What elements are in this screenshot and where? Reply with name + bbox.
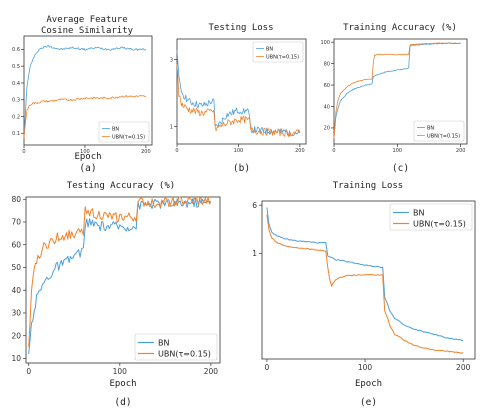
panel-caption: (e) [360, 397, 377, 408]
legend-label: BN [112, 126, 119, 132]
series-line-bn [28, 197, 212, 354]
y-tick-label: 0.3 [12, 98, 20, 104]
legend-label: UBN(τ=0.15) [413, 220, 466, 229]
y-tick-label: 40 [324, 104, 330, 110]
y-tick-label: 20 [324, 126, 330, 132]
y-tick-label: 1 [252, 249, 257, 258]
series-line-bn [266, 207, 464, 341]
x-tick-label: 200 [456, 363, 471, 372]
y-tick-label: 60 [11, 240, 21, 249]
chart-title: Testing Accuracy (%) [67, 181, 175, 191]
chart-title-line-1: Average Feature [46, 15, 127, 25]
x-tick-label: 100 [234, 148, 244, 154]
x-axis-label: Epoch [355, 379, 382, 389]
x-axis-label: Epoch [109, 379, 136, 389]
y-tick-label: 0.1 [12, 131, 20, 137]
x-tick-label: 0 [175, 148, 178, 154]
x-tick-label: 200 [295, 148, 305, 154]
plot-frame [261, 200, 476, 360]
y-tick-label: 70 [11, 218, 21, 227]
plot-frame [176, 38, 307, 145]
x-tick-label: 200 [456, 148, 466, 154]
chart-panel-b: Testing Loss 0 100 200 1 3 BN UBN(τ=0.15) (b) [170, 23, 307, 174]
x-tick-label: 100 [358, 363, 373, 372]
legend: BN UBN(τ=0.15) [389, 203, 473, 231]
panel-caption: (b) [233, 163, 250, 174]
legend-label: BN [427, 125, 434, 131]
series-line-ubn [333, 42, 461, 139]
y-tick-label: 50 [11, 263, 21, 272]
y-tick-label: 0.2 [12, 114, 20, 120]
legend-label: UBN(τ=0.15) [112, 134, 145, 140]
panel-caption: (c) [392, 163, 409, 174]
chart-title: Testing Loss [208, 23, 273, 33]
y-tick-label: 60 [324, 83, 330, 89]
legend-label: UBN(τ=0.15) [427, 133, 460, 139]
plot-frame [333, 38, 468, 145]
legend-box [413, 120, 465, 142]
y-tick-label: 0.6 [12, 47, 20, 53]
x-tick-label: 0 [22, 149, 25, 155]
y-tick-label: 40 [11, 286, 21, 295]
legend: BN UBN(τ=0.15) [252, 41, 304, 63]
x-tick-label: 0 [332, 148, 335, 154]
x-tick-label: 200 [141, 149, 151, 155]
legend: BN UBN(τ=0.15) [134, 333, 218, 361]
legend-label: BN [413, 209, 424, 218]
series-line-ubn [266, 214, 464, 354]
series-line-bn [23, 45, 147, 137]
series-line-ubn [176, 63, 301, 138]
legend-label: UBN(τ=0.15) [158, 350, 211, 359]
plot-frame [23, 35, 153, 146]
y-tick-label: 80 [324, 61, 330, 67]
y-tick-label: 80 [11, 195, 21, 204]
legend-box [252, 41, 304, 63]
y-tick-label: 0.4 [12, 81, 20, 87]
x-axis-label: Epoch [74, 152, 101, 162]
legend-label: UBN(τ=0.15) [266, 54, 299, 60]
y-tick-label: 10 [11, 354, 21, 363]
x-tick-label: 100 [393, 148, 403, 154]
y-tick-label: 6 [252, 201, 257, 210]
legend-box [134, 333, 218, 361]
chart-panel-d: Testing Accuracy (%) 0 100 200 10 20 30 40 50 60 7… [11, 181, 221, 408]
y-tick-label: 100 [320, 40, 330, 46]
panel-caption: (d) [114, 397, 131, 408]
x-tick-label: 200 [204, 367, 219, 376]
chart-panel-c: Training Accuracy (%) 0 100 200 20 40 60 80 100 B… [320, 23, 468, 174]
legend-box [98, 121, 150, 143]
series-line-bn [176, 50, 301, 137]
chart-title: Training Loss [333, 181, 403, 191]
legend-label: BN [158, 339, 169, 348]
y-tick-label: 20 [11, 331, 21, 340]
x-tick-label: 0 [26, 367, 31, 376]
y-tick-label: 1 [170, 124, 173, 130]
legend: BN UBN(τ=0.15) [413, 120, 465, 142]
y-tick-label: 0.5 [12, 64, 20, 70]
series-line-ubn [28, 196, 212, 348]
chart-panel-e: Training Loss 0 100 200 1 6 BN UBN(τ=0.15) Epoch… [252, 181, 476, 408]
x-tick-label: 0 [265, 363, 270, 372]
legend-box [389, 203, 473, 231]
plot-frame [25, 196, 221, 364]
legend-label: BN [266, 46, 273, 52]
panel-caption: (a) [79, 163, 96, 174]
chart-title: Training Accuracy (%) [343, 23, 457, 33]
legend: BN UBN(τ=0.15) [98, 121, 150, 143]
chart-title-line-2: Cosine Similarity [41, 26, 134, 36]
x-tick-label: 100 [113, 367, 128, 376]
y-tick-label: 30 [11, 309, 21, 318]
series-line-ubn [23, 95, 147, 139]
y-tick-label: 3 [170, 57, 173, 63]
series-line-bn [333, 42, 461, 139]
x-tick-label: 100 [80, 149, 90, 155]
